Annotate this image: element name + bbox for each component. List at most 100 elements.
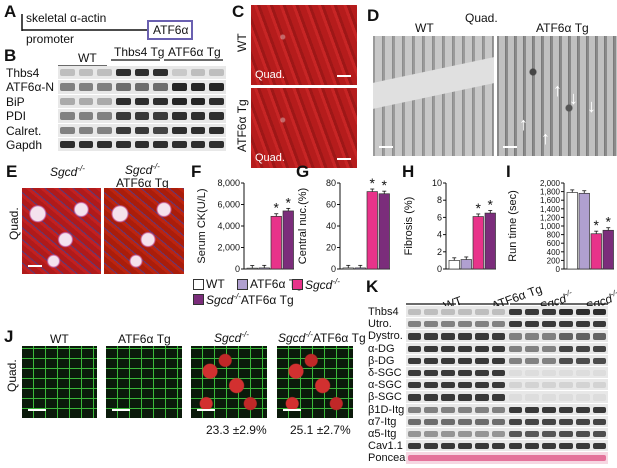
blot-band (525, 370, 540, 377)
fluor-j-sgcd-atf6-image (277, 346, 353, 418)
blot-band (60, 141, 75, 149)
y-tick-label: 60 (326, 200, 336, 210)
panel-label-k: K (366, 277, 379, 296)
blot-band (525, 309, 540, 316)
blot-band (458, 321, 472, 328)
blot-band (424, 431, 439, 438)
blot-band (190, 97, 206, 106)
em-d-title: Quad. (465, 11, 498, 25)
blot-band (508, 382, 523, 389)
blot-band (474, 321, 489, 328)
blot-band (474, 345, 489, 352)
y-tick-label: 0 (556, 265, 561, 274)
blot-band (491, 406, 506, 413)
y-tick-label: 6,000 (217, 200, 240, 210)
blot-b-row-label: ATF6α-N (6, 80, 55, 95)
blot-band (441, 382, 455, 389)
blot-k-strip (406, 379, 608, 391)
blot-band (592, 309, 607, 316)
blot-band (474, 406, 489, 413)
blot-band (508, 406, 523, 413)
blot-band (491, 443, 506, 450)
blot-band (508, 394, 523, 401)
y-tick-label: 1,400 (540, 205, 561, 214)
y-tick-label: 40 (326, 221, 336, 231)
scale-bar (503, 146, 517, 148)
panel-label-f: F (191, 162, 202, 181)
blot-band (458, 333, 472, 340)
blot-band (172, 97, 187, 106)
blot-band (153, 112, 168, 120)
blot-band (441, 333, 455, 340)
blot-band (592, 443, 607, 450)
y-tick-label: 600 (547, 239, 561, 248)
histo-e-label2-gene: Sgcd (124, 163, 153, 177)
legend-label: ATF6α Tg (250, 277, 303, 291)
y-tick-label: 1,800 (540, 188, 561, 197)
blot-k-row-label: Utro. (368, 318, 392, 331)
blot-band (424, 357, 439, 364)
blot-band (575, 443, 590, 450)
blot-band (542, 357, 556, 364)
blot-k-row-label: α7-Itg (368, 415, 397, 428)
blot-band (407, 370, 422, 377)
blot-band (575, 370, 590, 377)
legend-swatch (193, 279, 204, 290)
blot-band (592, 382, 607, 389)
blot-band (491, 357, 506, 364)
blot-band (407, 345, 422, 352)
histo-c-atf6-image: Quad. (251, 88, 357, 168)
blot-band (209, 83, 224, 91)
blot-b-row-label: Thbs4 (6, 66, 40, 80)
blot-k-row-label: β-SGC (368, 391, 402, 404)
histo-e-sgcd-image (22, 188, 101, 274)
panel-label-e: E (6, 162, 18, 181)
fluor-j-value-sgcd: 23.3 ±2.9% (206, 423, 267, 437)
blot-band (491, 309, 506, 316)
blot-band (559, 321, 573, 328)
fluor-j-sgcd-image (191, 346, 267, 418)
blot-band (441, 406, 455, 413)
y-tick-label: 0 (331, 264, 336, 274)
blot-band (441, 418, 455, 425)
blot-band (441, 345, 455, 352)
blot-band (575, 382, 590, 389)
blot-band (525, 394, 540, 401)
blot-band (424, 333, 439, 340)
blot-band (508, 357, 523, 364)
blot-band (575, 406, 590, 413)
blot-k-strip (406, 428, 608, 440)
fluor-j-label-sgcd: Sgcd-/- (214, 331, 249, 345)
y-tick-label: 2,000 (540, 179, 561, 188)
blot-band (441, 431, 455, 438)
blot-band (60, 69, 75, 77)
panel-label-d: D (367, 6, 380, 25)
blot-k-row-label: β-DG (368, 354, 395, 367)
panel-label-h: H (402, 162, 415, 181)
blot-band (575, 345, 590, 352)
y-tick-label: 6 (437, 212, 442, 222)
legend-swatch (237, 279, 248, 290)
fluor-j-label-sgcd-gene: Sgcd (214, 331, 242, 345)
blot-band (116, 69, 131, 77)
transgene-label: ATF6α (153, 23, 189, 37)
blot-band (407, 309, 422, 316)
em-d-arrow-2: ↑ (541, 128, 550, 148)
blot-band (407, 406, 422, 413)
scale-bar (197, 409, 215, 411)
blot-band (78, 141, 94, 149)
blot-band (474, 382, 489, 389)
blot-k-strip (406, 367, 608, 379)
blot-k-row-label: Cav1.1 (368, 440, 403, 453)
blot-band (407, 382, 422, 389)
blot-band (542, 333, 556, 340)
blot-band (458, 394, 472, 401)
y-axis-label: Fibrosis (%) (403, 197, 415, 256)
blot-band (172, 141, 187, 149)
blot-band (508, 345, 523, 352)
blot-band (172, 83, 187, 91)
blot-band (508, 333, 523, 340)
blot-band (525, 418, 540, 425)
